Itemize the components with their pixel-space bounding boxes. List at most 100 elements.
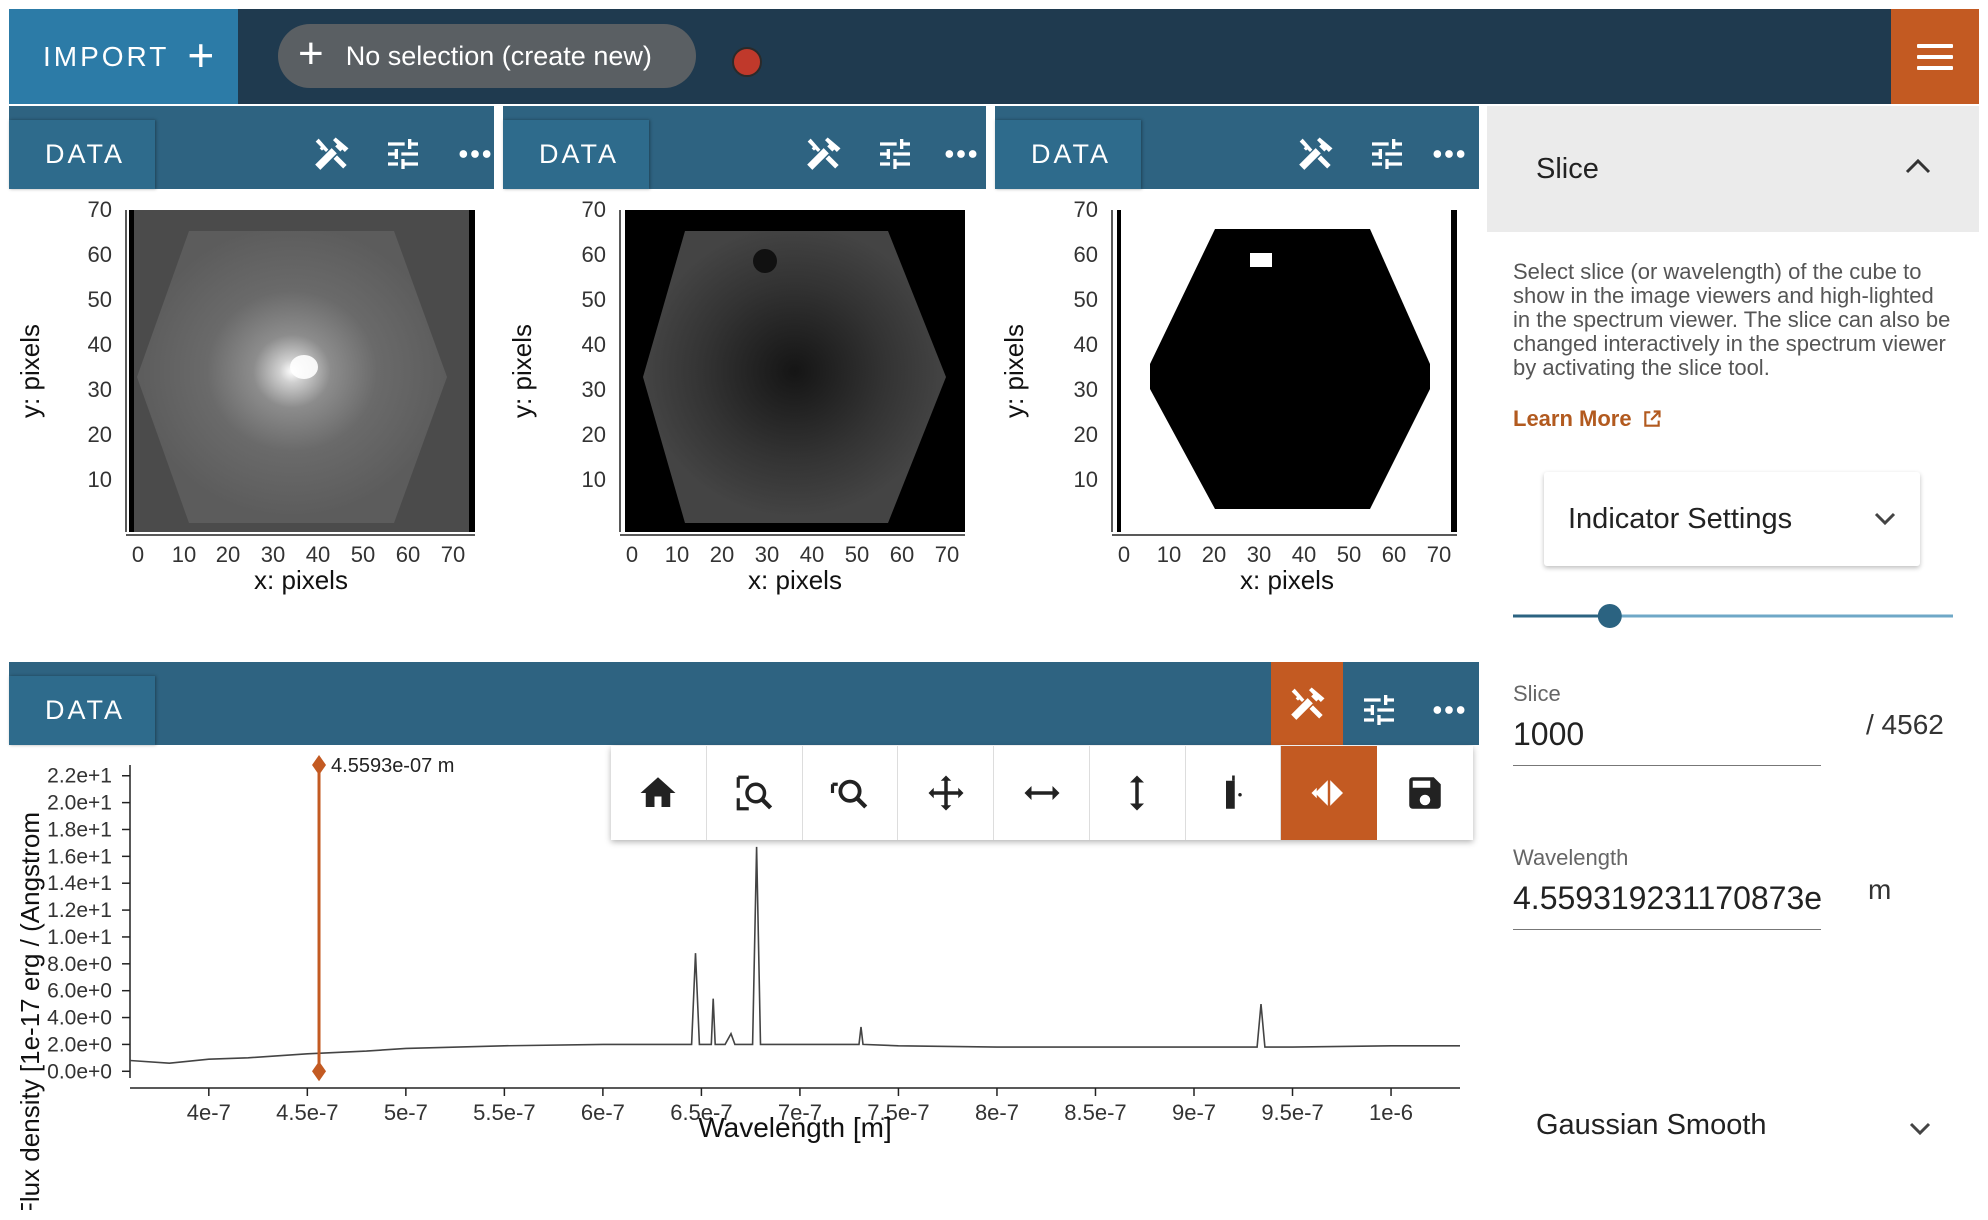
y-tick-label: 10 [582,467,606,492]
image-mask-gap [1250,253,1272,267]
slice-description: Select slice (or wavelength) of the cube… [1513,259,1951,380]
y-tick-label: 50 [1074,287,1098,312]
y-tick-label: 60 [1074,242,1098,267]
spectrum-toolbar [611,746,1473,840]
image-hexagon [137,231,447,523]
y-tick-label: 10 [88,467,112,492]
x-tick-label: 5e-7 [384,1100,428,1125]
pan-x-icon [1024,786,1060,800]
y-tick-label: 20 [1074,422,1098,447]
viewer-body[interactable]: 4e-7 4.5e-7 5e-7 5.5e-7 6e-7 6.5e-7 7e-7 7.5e-7… [9,745,1479,1218]
more-options-button[interactable] [925,118,997,190]
save-icon [1409,777,1441,809]
plus-icon: + [187,28,215,81]
x-tick-label: 50 [845,542,869,567]
sliders-icon [388,139,418,169]
y-tick-label: 30 [582,377,606,402]
y-tick-label: 70 [88,197,112,222]
y-tick-label: 1.2e+1 [47,899,112,922]
viewer-data-tab[interactable]: DATA [9,676,155,745]
x-tick-label: 10 [665,542,689,567]
y-tick-label: 2.0e+1 [47,792,112,815]
viewer-body[interactable]: 70 60 50 40 30 20 10 0 10 20 30 40 50 60… [995,189,1479,651]
hammer-wrench-icon [1299,137,1333,170]
tools-button[interactable] [295,118,367,190]
more-options-button[interactable] [1413,674,1485,746]
spectrum-plot[interactable]: 4e-7 4.5e-7 5e-7 5.5e-7 6e-7 6.5e-7 7e-7 7.5e-7… [9,745,1479,1218]
y-axis-label: y: pixels [999,324,1029,418]
tools-button[interactable] [787,118,859,190]
record-indicator-icon[interactable] [732,47,762,77]
x-tick-label: 9e-7 [1172,1100,1216,1125]
x-tick-label: 30 [261,542,285,567]
gaussian-smooth-plugin-header[interactable]: Gaussian Smooth [1536,1109,1767,1141]
y-tick-labels: 70 60 50 40 30 20 10 [1074,197,1098,492]
image-hot-pixel [753,249,777,273]
layers-settings-button[interactable] [1343,674,1415,746]
more-options-button[interactable] [439,118,511,190]
image-edge-left [129,210,134,532]
selection-label: No selection (create new) [345,40,652,71]
x-tick-label: 1e-6 [1369,1100,1413,1125]
slice-mode-button[interactable] [1281,746,1378,840]
more-options-button[interactable] [1413,118,1485,190]
data-selection-button[interactable]: + No selection (create new) [278,24,696,88]
pan-x-button[interactable] [994,746,1090,840]
slice-tool-button[interactable] [1186,746,1282,840]
y-axis-label: Flux density [1e-17 erg / (Angstrom [15,812,45,1210]
image-plot[interactable]: 70 60 50 40 30 20 10 0 10 20 30 40 50 60… [503,189,986,651]
xy-zoom-button[interactable] [803,746,899,840]
app-toolbar: IMPORT + + No selection (create new) [9,9,1979,104]
home-button[interactable] [611,746,707,840]
menu-button[interactable] [1891,9,1979,104]
image-plot[interactable]: 70 60 50 40 30 20 10 0 10 20 30 40 50 60… [995,189,1479,651]
indicator-settings-expander[interactable]: Indicator Settings [1544,472,1920,566]
y-tick-label: 40 [582,332,606,357]
y-tick-label: 1.0e+1 [47,926,112,949]
save-button[interactable] [1377,746,1473,840]
learn-more-link[interactable]: Learn More [1513,406,1662,432]
layers-settings-button[interactable] [859,118,931,190]
x-tick-label: 40 [800,542,824,567]
image-viewer-1: DATA [9,106,494,651]
pan-y-button[interactable] [1090,746,1186,840]
slice-input[interactable]: 1000 [1513,716,1821,766]
slider-thumb[interactable] [1597,604,1622,628]
image-hexagon [643,231,946,523]
layers-settings-button[interactable] [367,118,439,190]
chevron-down-icon[interactable] [1909,1122,1931,1136]
slice-indicator-handle-top[interactable] [312,755,327,775]
more-horizontal-icon [459,150,491,158]
viewer-body[interactable]: 70 60 50 40 30 20 10 0 10 20 30 40 50 60… [503,189,986,651]
tools-button[interactable] [1279,118,1351,190]
slice-plugin-header[interactable]: Slice [1487,106,1979,232]
layers-settings-button[interactable] [1351,118,1423,190]
wavelength-input[interactable]: 4.559319231170873e [1513,880,1821,930]
x-tick-label: 50 [351,542,375,567]
tools-button[interactable] [1271,662,1343,745]
box-zoom-button[interactable] [707,746,803,840]
import-label: IMPORT [43,40,170,72]
pan-button[interactable] [898,746,995,840]
y-tick-label: 2.0e+0 [47,1033,112,1056]
viewer-body[interactable]: 70 60 50 40 30 20 10 0 10 20 30 40 50 60… [9,189,494,651]
slice-indicator[interactable]: 4.5593e-07 m [312,755,454,1082]
slice-slider[interactable] [1513,601,1953,631]
x-tick-label: 10 [1157,542,1181,567]
x-axis-label: x: pixels [254,565,348,595]
slice-indicator-handle-bottom[interactable] [312,1061,327,1082]
x-tick-label: 0 [132,542,144,567]
hamburger-line [1917,43,1953,48]
y-ticks: 0.0e+0 2.0e+0 4.0e+0 6.0e+0 8.0e+0 1.0e+1 1.2e… [47,765,130,1083]
xy-zoom-icon [830,779,868,809]
image-edge-right [469,210,475,532]
more-horizontal-icon [1433,150,1465,158]
image-plot[interactable]: 70 60 50 40 30 20 10 0 10 20 30 40 50 60… [9,189,494,651]
viewer-data-tab[interactable]: DATA [9,120,155,189]
import-button[interactable]: IMPORT + [9,9,238,104]
spectrum-line [129,846,1460,1065]
viewer-data-tab[interactable]: DATA [503,120,649,189]
y-tick-labels: 70 60 50 40 30 20 10 [582,197,606,492]
viewer-data-tab[interactable]: DATA [995,120,1141,189]
y-axis-label: y: pixels [15,324,45,418]
